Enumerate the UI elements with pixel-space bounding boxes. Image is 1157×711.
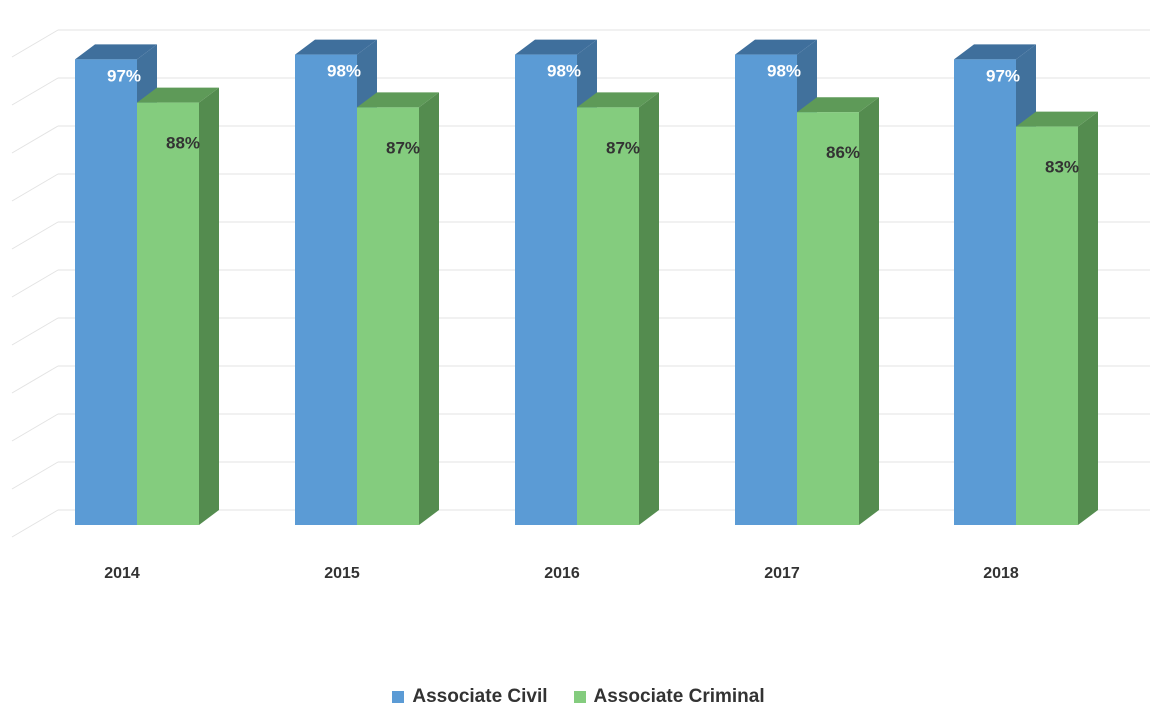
bar-top-civil-2015 [295,39,377,55]
bar-top-criminal-2018 [1016,111,1098,127]
bar-top-criminal-2014 [137,87,219,103]
gridline-diagonal [11,125,59,154]
data-label-civil-2015: 98% [327,62,361,81]
gridline-diagonal [11,269,59,298]
data-label-civil-2017: 98% [767,62,801,81]
bar-civil-2014 [75,59,137,526]
gridline-diagonal [11,413,59,442]
gridline-diagonal [11,29,59,58]
bar-top-civil-2016 [515,39,597,55]
gridline-diagonal [11,173,59,202]
legend-label-civil: Associate Civil [412,686,548,707]
data-label-criminal-2014: 88% [166,134,200,153]
x-tick-label-2015: 2015 [324,565,360,582]
bar-top-criminal-2017 [797,97,879,113]
gridline-diagonal [11,77,59,106]
bar-side-criminal-2015 [419,92,439,526]
x-tick-label-2016: 2016 [544,565,580,582]
bar-side-criminal-2014 [199,87,219,525]
bar-civil-2017 [735,54,797,525]
bar-criminal-2017 [797,112,859,525]
x-tick-label-2014: 2014 [104,565,140,582]
bar-side-criminal-2017 [859,97,879,525]
x-tick-label-2018: 2018 [983,565,1019,582]
bar-criminal-2014 [137,102,199,525]
bar-criminal-2015 [357,107,419,526]
gridline-diagonal [11,317,59,346]
x-tick-label-2017: 2017 [764,565,800,582]
gridline-diagonal [11,461,59,490]
legend-swatch-criminal [573,691,586,703]
gridline-diagonal [11,365,59,394]
bar-top-criminal-2016 [577,92,659,108]
bars [75,39,1098,526]
data-label-civil-2016: 98% [547,62,581,81]
bar-criminal-2016 [577,107,639,526]
gridline-diagonal [11,221,59,250]
legend-label-criminal: Associate Criminal [593,686,765,707]
data-label-criminal-2015: 87% [386,138,420,157]
data-label-criminal-2016: 87% [606,138,640,157]
bar-side-criminal-2018 [1078,111,1098,525]
data-label-criminal-2018: 83% [1045,158,1079,177]
legend-item-criminal[interactable]: Associate Criminal [573,686,765,708]
bar-civil-2018 [954,59,1016,526]
bar-top-civil-2017 [735,39,817,55]
x-axis-ticks: 2014 2015 2016 2017 2018 [104,565,1019,582]
legend-swatch-civil [392,691,405,703]
bar-top-criminal-2015 [357,92,439,108]
bar-side-criminal-2016 [639,92,659,526]
bar-top-civil-2014 [75,44,157,60]
bar-civil-2015 [295,54,357,525]
bar-criminal-2018 [1016,126,1078,525]
legend: Associate Civil Associate Criminal [0,686,1157,708]
data-label-civil-2014: 97% [107,66,141,85]
legend-item-civil[interactable]: Associate Civil [392,686,548,708]
data-label-civil-2018: 97% [986,66,1020,85]
data-label-criminal-2017: 86% [826,143,860,162]
data-labels: 97% 88% 98% 87% 98% 87% 98% 86% 97% 83% [107,62,1079,177]
bar-civil-2016 [515,54,577,525]
bar-top-civil-2018 [954,44,1036,60]
gridline-diagonal [11,509,59,538]
